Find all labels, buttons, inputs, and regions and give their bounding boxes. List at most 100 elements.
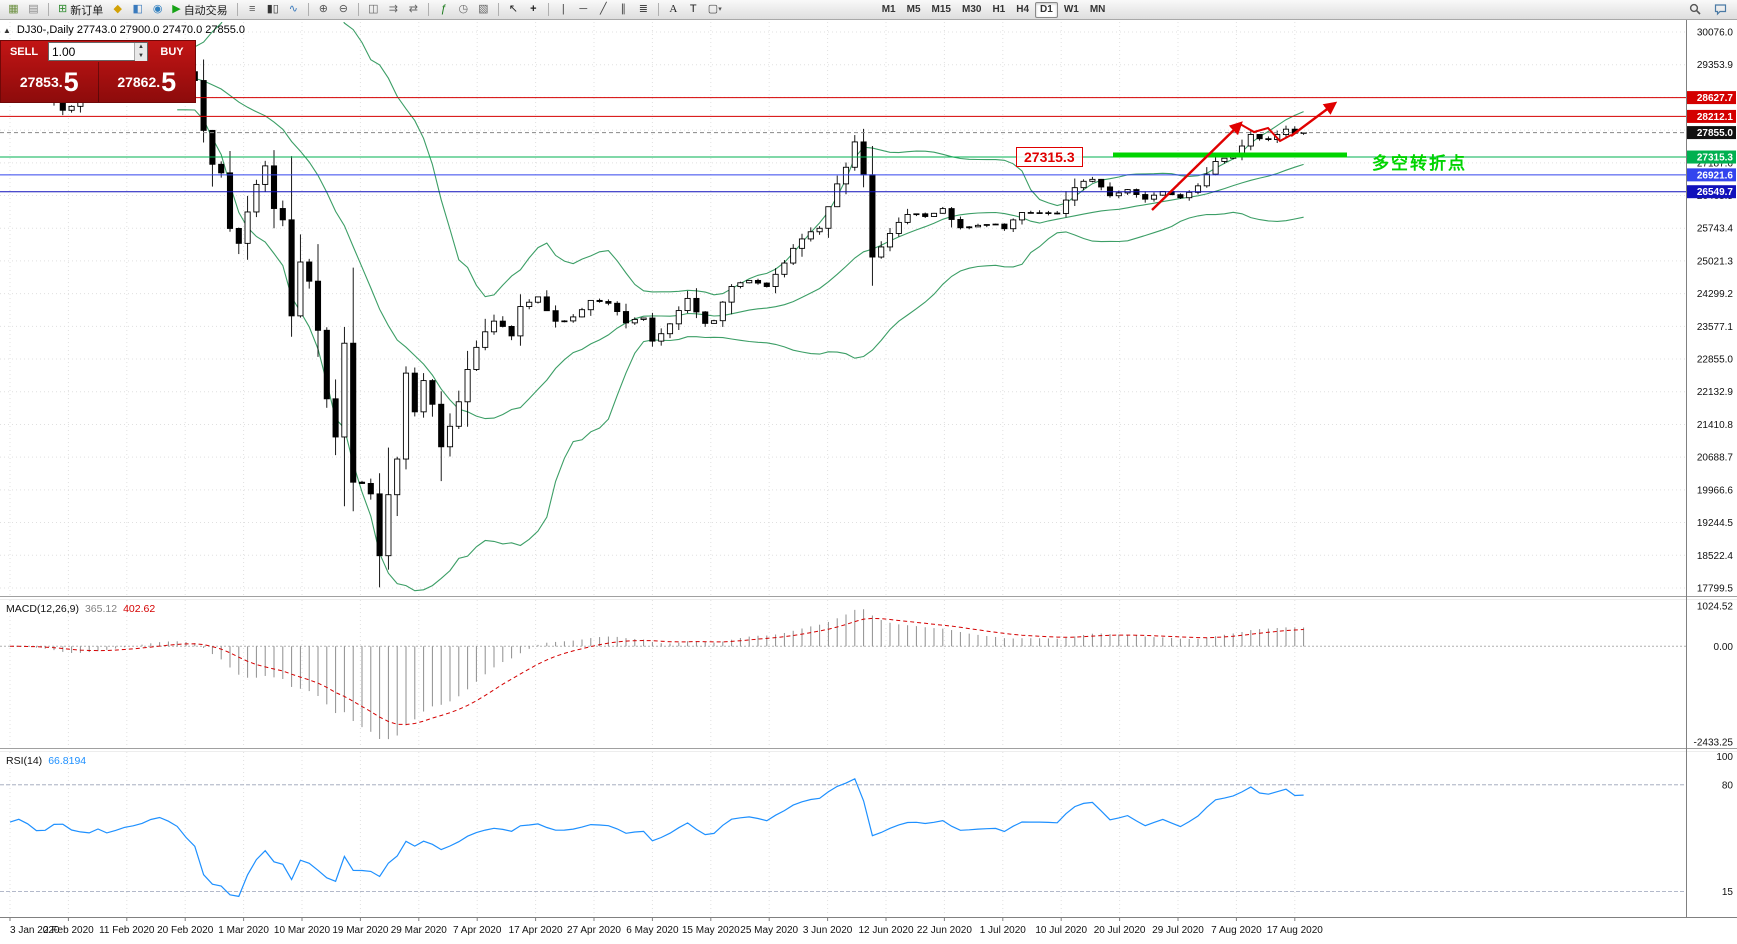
timeframe-button-h1[interactable]: H1 [992,4,1006,15]
svg-text:28212.1: 28212.1 [1697,112,1734,123]
timeframe-button-m15[interactable]: M15 [931,4,951,15]
svg-text:17 Apr 2020: 17 Apr 2020 [509,925,563,936]
timeframe-button-w1[interactable]: W1 [1063,4,1079,15]
svg-text:11 Feb 2020: 11 Feb 2020 [99,925,155,936]
sell-price-big-digit: 5 [63,66,79,97]
toolbar-separator [236,3,238,16]
toolbar-separator [497,3,499,16]
new-chart-icon: ▦ [8,3,19,15]
candles [6,55,1307,588]
cursor-button[interactable]: ↖ [504,1,523,18]
chevron-down-icon: ▾ [718,6,722,13]
market-watch-icon: ◧ [132,3,143,15]
cursor-icon: ↖ [508,3,518,15]
crosshair-button[interactable]: + [524,1,543,18]
svg-text:27855.0: 27855.0 [1697,128,1734,139]
macd-axis-tick: 1024.52 [1697,602,1734,613]
rsi-label: RSI(14) 66.8194 [6,755,86,767]
indicators-button[interactable]: ƒ [434,1,453,18]
lot-spinner: ▲ ▼ [134,43,147,61]
lot-increase-button[interactable]: ▲ [135,43,147,52]
one-click-collapse-button[interactable]: ▲ [3,25,11,35]
metaeditor-button[interactable]: ◆ [108,1,127,18]
buy-price-button[interactable]: 27862. 5 [99,62,196,102]
svg-text:12 Jun 2020: 12 Jun 2020 [858,925,913,936]
chart-info-bar: ▲ DJ30-,Daily 27743.0 27900.0 27470.0 27… [3,24,245,36]
zoom-out-icon: ⊖ [338,3,348,15]
sell-button[interactable]: SELL [1,46,47,58]
sell-price-button[interactable]: 27853. 5 [1,62,98,102]
buy-button[interactable]: BUY [149,46,195,58]
candlestick-chart-button[interactable]: ▮▯ [263,1,283,18]
search-button[interactable] [1685,1,1706,18]
price-label-resistance-2 [1687,109,1736,123]
text-label-button[interactable]: T [684,1,703,18]
timeframe-button-d1[interactable]: D1 [1035,1,1058,18]
toolbar-separator [357,3,359,16]
horizontal-line-icon: ─ [579,3,588,15]
svg-text:18522.4: 18522.4 [1697,551,1734,562]
zoom-in-button[interactable]: ⊕ [314,1,333,18]
channel-button[interactable]: ∥ [614,1,633,18]
periods-button[interactable]: ◷ [454,1,473,18]
navigator-button[interactable]: ◉ [148,1,167,18]
fibonacci-icon: ≣ [638,3,648,15]
svg-text:10 Mar 2020: 10 Mar 2020 [274,925,331,936]
profiles-button[interactable]: ▤ [24,1,43,18]
svg-text:10 Jul 2020: 10 Jul 2020 [1035,925,1087,936]
indicators-icon: ƒ [440,3,447,15]
community-chat-button[interactable] [1710,1,1731,18]
lot-decrease-button[interactable]: ▼ [135,52,147,61]
svg-text:25021.3: 25021.3 [1697,256,1734,267]
svg-text:19 Mar 2020: 19 Mar 2020 [332,925,389,936]
main-toolbar: ▦ ▤ ⊞ 新订单 ◆ ◧ ◉ ▶ 自动交易 ≡ ▮▯ ∿ ⊕ ⊖ ◫ ⇉ ⇄ … [0,0,1737,20]
level-callout-label[interactable]: 27315.3 [1016,147,1083,167]
zoom-out-button[interactable]: ⊖ [334,1,353,18]
shapes-button[interactable]: ▢ ▾ [704,1,726,18]
timeframe-button-h4[interactable]: H4 [1016,4,1030,15]
one-click-top-row: SELL ▲ ▼ BUY [1,41,195,62]
chart-shift-icon: ⇄ [408,3,418,15]
timeframe-button-m30[interactable]: M30 [961,4,982,15]
auto-scroll-button[interactable]: ⇉ [384,1,403,18]
timeframe-button-m1[interactable]: M1 [881,4,896,15]
chart-area[interactable]: 30076.029353.928631.827909.727187.626465… [0,20,1737,944]
macd-axis-tick: 0.00 [1714,642,1734,653]
rsi-axis-level: 15 [1722,887,1734,898]
templates-button[interactable]: ▧ [474,1,493,18]
toolbar-separator [547,3,549,16]
vertical-line-button[interactable]: | [554,1,573,18]
new-chart-button[interactable]: ▦ [4,1,23,18]
periods-icon: ◷ [458,3,469,15]
fibonacci-button[interactable]: ≣ [634,1,653,18]
price-label-support-blue-2 [1687,185,1736,199]
svg-text:20 Jul 2020: 20 Jul 2020 [1094,925,1146,936]
price-axis[interactable]: 30076.029353.928631.827909.727187.626465… [1687,28,1736,595]
price-divider [97,62,99,102]
new-order-button[interactable]: ⊞ 新订单 [54,1,107,18]
rsi-axis-max: 100 [1716,752,1733,763]
tile-windows-button[interactable]: ◫ [364,1,383,18]
timeframe-button-m5[interactable]: M5 [906,4,921,15]
new-order-label: 新订单 [70,4,104,17]
trend-annotations[interactable] [1113,101,1347,211]
text-button[interactable]: A [664,1,683,18]
autotrading-icon: ▶ [172,3,181,15]
bar-chart-button[interactable]: ≡ [243,1,262,18]
market-watch-button[interactable]: ◧ [128,1,147,18]
svg-text:1 Jul 2020: 1 Jul 2020 [980,925,1027,936]
timeframe-button-mn[interactable]: MN [1089,4,1106,15]
one-click-trading-panel: SELL ▲ ▼ BUY 27853. 5 27862. 5 [0,40,196,103]
line-chart-button[interactable]: ∿ [284,1,303,18]
autotrading-button[interactable]: ▶ 自动交易 [168,1,231,18]
toolbar-separator [657,3,659,16]
trendline-button[interactable]: ╱ [594,1,613,18]
lot-input[interactable] [49,43,134,60]
svg-text:22132.9: 22132.9 [1697,387,1734,398]
horizontal-line-button[interactable]: ─ [574,1,593,18]
turning-point-label[interactable]: 多空转折点 [1372,154,1467,173]
svg-text:30076.0: 30076.0 [1697,28,1734,39]
rsi-indicator [0,777,1686,898]
chart-shift-button[interactable]: ⇄ [404,1,423,18]
